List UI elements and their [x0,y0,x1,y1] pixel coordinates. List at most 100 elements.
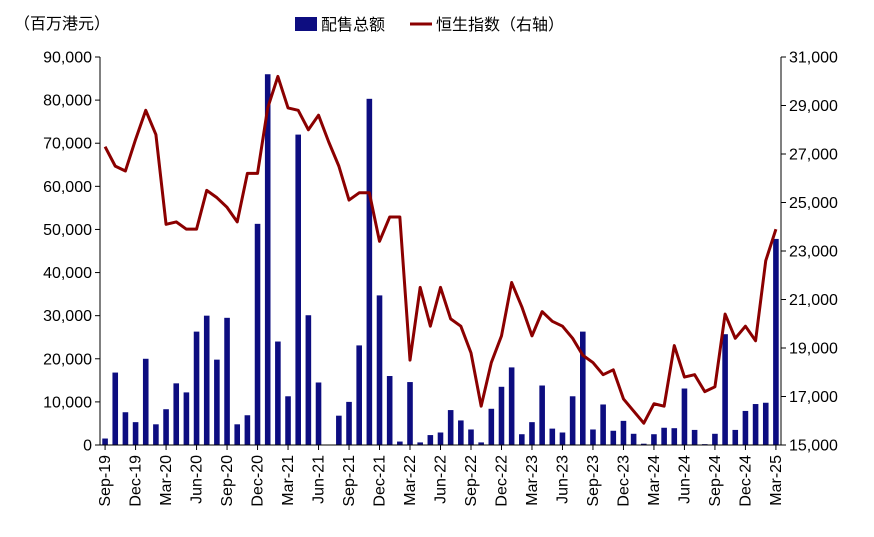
bar-Jan-22 [386,376,393,445]
legend: 配售总额 恒生指数（右轴） [295,16,564,34]
bar-Feb-20 [153,424,159,445]
bar-Oct-22 [478,442,484,445]
right-tick-label: 29,000 [789,98,838,115]
bar-Feb-23 [519,434,525,445]
x-tick-label: Mar-21 [280,455,297,506]
bar-Mar-24 [651,434,657,445]
left-tick-label: 60,000 [43,179,92,196]
bar-Oct-24 [722,334,728,445]
x-tick-label: Sep-24 [707,455,724,507]
left-tick-label: 80,000 [43,93,92,110]
bar-Oct-23 [600,404,606,445]
legend-bar-label: 配售总额 [321,16,385,34]
x-tick-label: Mar-25 [768,455,785,506]
bar-Apr-22 [417,442,423,445]
x-tick-label: Jun-23 [554,455,571,504]
x-tick-label: Jun-21 [311,455,328,504]
right-tick-label: 19,000 [789,341,838,358]
right-tick-label: 23,000 [789,244,838,261]
bar-Nov-19 [122,412,129,445]
bar-Mar-20 [163,409,169,445]
bar-Nov-23 [610,430,617,445]
bar-Jan-25 [752,404,759,445]
legend-bar-swatch [295,17,317,31]
x-tick-label: Dec-21 [372,455,389,507]
bar-Mar-21 [285,396,291,445]
bar-Jul-23 [569,396,576,445]
bar-Feb-25 [762,402,769,445]
legend-line-label: 恒生指数（右轴） [436,16,564,34]
bar-Sep-22 [468,429,474,445]
bar-Mar-22 [407,382,413,445]
left-axis-unit-label: （百万港元） [14,15,110,33]
bar-Sep-23 [590,429,596,445]
left-tick-label: 30,000 [43,308,92,325]
bar-Sep-24 [712,433,718,445]
bar-Dec-21 [376,295,383,445]
bar-Mar-25 [773,238,779,445]
bar-May-24 [671,428,678,445]
bar-Jan-21 [264,74,271,446]
bar-Jul-24 [691,429,698,445]
x-tick-label: Jun-24 [676,455,693,504]
right-tick-label: 17,000 [789,389,838,406]
bar-Apr-20 [173,383,180,445]
left-tick-label: 20,000 [43,351,92,368]
bar-Aug-22 [458,420,464,445]
bar-Apr-21 [295,134,301,445]
bar-Apr-23 [539,385,545,445]
left-tick-label: 90,000 [43,50,92,67]
bar-Feb-24 [640,443,647,445]
bar-Oct-21 [356,345,362,445]
x-axis-tick-labels: Sep-19 Dec-19 Mar-20 Jun-20 Sep-20 Dec-20 Mar-… [97,455,785,507]
x-tick-label: Mar-20 [158,455,175,506]
right-tick-label: 31,000 [789,50,838,67]
bar-Sep-20 [224,317,230,445]
bar-Nov-20 [244,415,251,445]
bar-Mar-23 [529,422,535,445]
bar-Nov-21 [366,98,373,445]
bar-Jun-22 [437,432,444,445]
x-tick-label: Sep-21 [341,455,358,507]
x-tick-label: Jun-22 [433,455,450,504]
right-tick-label: 27,000 [789,147,838,164]
left-tick-label: 50,000 [43,222,92,239]
bar-Jul-22 [447,410,454,445]
bar-Sep-19 [102,438,108,445]
left-tick-label: 70,000 [43,136,92,153]
bar-Nov-22 [488,408,495,445]
bar-Dec-19 [132,422,139,445]
right-tick-label: 15,000 [789,438,838,455]
bar-Dec-20 [254,223,261,445]
bar-Jun-23 [559,432,566,445]
x-tick-label: Mar-24 [646,455,663,506]
x-tick-label: Mar-22 [402,455,419,506]
x-tick-label: Sep-19 [97,455,114,507]
bar-Aug-20 [214,359,220,445]
bar-Feb-21 [275,341,281,445]
axes [95,56,786,450]
bar-Oct-20 [234,424,241,445]
x-tick-label: Mar-23 [524,455,541,506]
bar-series [102,74,779,446]
left-tick-label: 10,000 [43,394,92,411]
x-tick-label: Sep-22 [463,455,480,507]
bar-Aug-21 [336,415,342,445]
bar-Aug-23 [580,331,586,445]
bar-Jan-24 [630,433,637,445]
right-tick-label: 25,000 [789,195,838,212]
x-tick-label: Dec-22 [493,455,510,507]
bar-Jan-23 [508,367,515,445]
bar-Apr-24 [661,427,667,445]
x-tick-label: Dec-19 [128,455,145,507]
bar-Jun-24 [681,388,688,445]
right-axis-tick-labels: 15,000 17,000 19,000 21,000 23,000 25,000 27,0… [789,50,838,455]
bar-Oct-19 [112,372,119,445]
left-tick-label: 0 [83,438,92,455]
x-tick-label: Sep-20 [219,455,236,507]
x-tick-label: Sep-23 [585,455,602,507]
bar-May-21 [305,315,312,445]
line-series [103,74,778,425]
